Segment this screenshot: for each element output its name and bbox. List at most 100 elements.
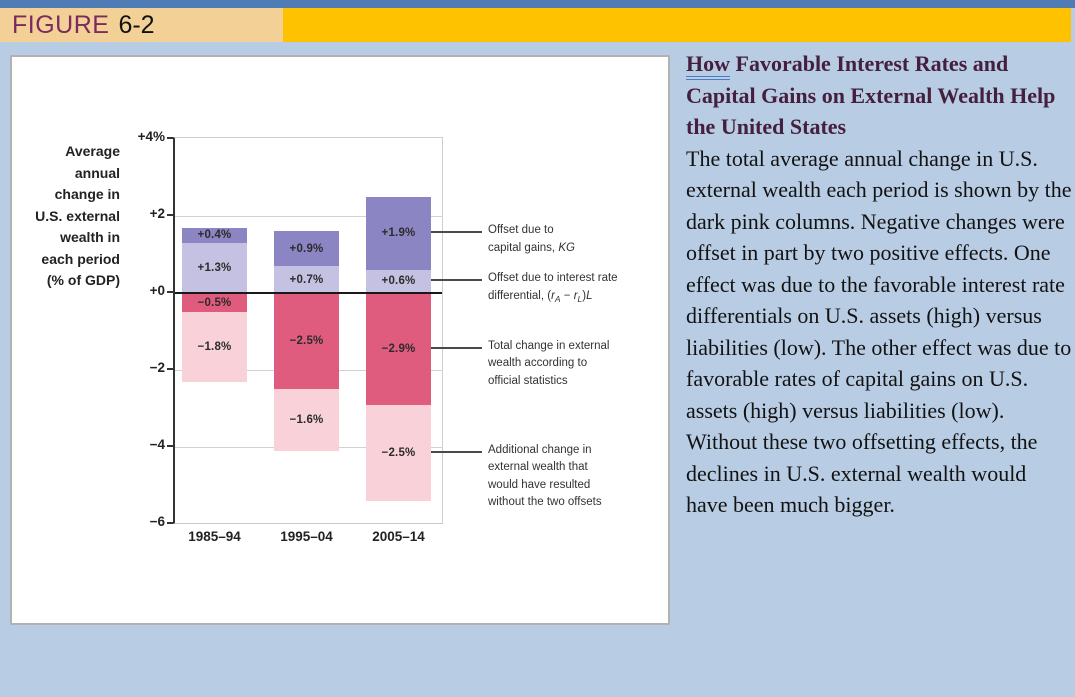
bar-segment-interest_diff: +0.7%: [274, 266, 339, 293]
annotation-text-run: −: [560, 289, 574, 302]
y-axis-title: Average annual change in U.S. external wealt…: [14, 141, 120, 292]
y-tick-label: −4: [149, 437, 165, 452]
bar-segment-capital_gains: +0.4%: [182, 227, 247, 243]
annotation-text: Offset due to capital gains, KG: [488, 222, 683, 257]
bar-segment-label: +0.4%: [197, 229, 232, 242]
header-gold-bar: [283, 8, 1071, 42]
figure-header-band: FIGURE 6-2: [0, 8, 1075, 42]
annotation-text-run: Additional change in: [488, 443, 592, 456]
x-category-label: 1985–94: [188, 529, 241, 544]
x-category-label: 2005–14: [372, 529, 425, 544]
y-axis-title-line: Average: [65, 143, 120, 159]
bar-segment-additional: −1.8%: [182, 312, 247, 382]
annotation-text-run: capital gains,: [488, 241, 559, 254]
annotation-leader-line: [429, 450, 482, 453]
bar-segment-interest_diff: +0.6%: [366, 269, 431, 293]
x-category-label: 1995–04: [280, 529, 333, 544]
bar-segment-label: +1.3%: [197, 261, 232, 274]
bar-segment-total_change: −2.5%: [274, 293, 339, 390]
bar-segment-label: −2.5%: [289, 335, 324, 348]
bar-segment-label: −1.8%: [197, 340, 232, 353]
bar-segment-additional: −1.6%: [274, 389, 339, 451]
bar-segment-capital_gains: +0.9%: [274, 231, 339, 267]
bar-segment-label: −1.6%: [289, 414, 324, 427]
y-axis-title-line: each period: [41, 250, 120, 267]
figure-number: 6-2: [118, 10, 155, 39]
annotation-text-run: Total change in external: [488, 339, 610, 352]
annotation-text-run: A: [554, 293, 561, 304]
y-axis-title-line: annual: [74, 164, 120, 181]
y-tick-mark: [167, 445, 173, 447]
gridline: [175, 216, 442, 217]
annotation-text-line: official statistics: [488, 373, 683, 391]
annotation-text-line: without the two offsets: [488, 494, 683, 512]
annotation-text-line: capital gains, KG: [488, 240, 683, 258]
y-axis-title-line: U.S. external: [35, 207, 120, 224]
bar-segment-total_change: −2.9%: [366, 293, 431, 405]
bar-segment-label: −2.5%: [381, 446, 416, 459]
annotation-text-run: L: [586, 289, 593, 302]
annotation-text-run: differential, (: [488, 289, 552, 302]
annotation-leader-line: [429, 231, 482, 234]
annotation-text-line: Additional change in: [488, 442, 683, 460]
y-tick-mark: [167, 291, 173, 293]
annotation-text-line: Total change in external: [488, 338, 683, 356]
caption-heading: How Favorable Interest Rates and Capital…: [686, 48, 1072, 143]
annotation-text: Total change in external wealth according…: [488, 338, 683, 391]
chart-panel: Average annual change in U.S. external wealt…: [10, 55, 670, 625]
annotation-text-line: Offset due to interest rate: [488, 270, 683, 288]
caption-heading-underlined-word: How: [686, 51, 730, 80]
bar-segment-additional: −2.5%: [366, 404, 431, 501]
caption-block: How Favorable Interest Rates and Capital…: [686, 48, 1072, 521]
annotation-text-run: without the two offsets: [488, 496, 602, 509]
y-tick-mark: [167, 522, 173, 524]
annotation-text-run: r: [551, 289, 555, 302]
annotation-text-run: ): [582, 289, 587, 302]
annotation-leader-line: [429, 346, 482, 349]
caption-body: The total average annual change in U.S. …: [686, 145, 1072, 518]
annotation-leader-line: [429, 279, 482, 282]
annotation-text-run: would have resulted: [488, 478, 591, 491]
annotation-text-run: wealth according to: [488, 357, 588, 370]
bar-segment-capital_gains: +1.9%: [366, 196, 431, 270]
annotation-text-line: differential, (rA − rL)L: [488, 288, 683, 309]
figure-label-area: FIGURE 6-2: [0, 8, 283, 42]
caption-heading-rest: Favorable Interest Rates and Capital Gai…: [686, 51, 1056, 139]
annotation-text-run: r: [573, 289, 578, 302]
annotation-text-run: official statistics: [488, 374, 568, 387]
top-border-strip: [0, 0, 1075, 8]
annotation-text-run: Offset due to interest rate: [488, 272, 618, 285]
annotation-text-line: Offset due to: [488, 222, 683, 240]
zero-line: [175, 292, 442, 294]
bar-segment-total_change: −0.5%: [182, 293, 247, 313]
bar-segment-label: −0.5%: [197, 296, 232, 309]
figure-label: FIGURE: [12, 10, 110, 39]
bar-segment-interest_diff: +1.3%: [182, 242, 247, 293]
y-tick-label: +4%: [137, 129, 165, 144]
annotation-text-run: external wealth that: [488, 461, 588, 474]
bar-segment-label: +1.9%: [381, 227, 416, 240]
plot-area: +0.4% +1.3% −0.5% −1.8% +0.9% +0.7% −2.5% −1.6%…: [173, 137, 443, 524]
annotation-text-line: wealth according to: [488, 355, 683, 373]
y-tick-label: −2: [149, 360, 165, 375]
y-tick-label: −6: [149, 514, 165, 529]
bar-segment-label: −2.9%: [381, 342, 416, 355]
annotation-text-run: Offset due to: [488, 224, 554, 237]
y-axis-title-line: (% of GDP): [46, 272, 120, 288]
bar-segment-label: +0.6%: [381, 275, 416, 288]
y-tick-label: +2: [149, 206, 165, 221]
y-tick-mark: [167, 368, 173, 370]
bar-segment-label: +0.7%: [289, 273, 324, 286]
y-axis-title-line: wealth in: [60, 229, 120, 245]
y-tick-mark: [167, 137, 173, 139]
annotation-text-line: would have resulted: [488, 477, 683, 495]
annotation-text-run: L: [577, 293, 583, 304]
annotation-text-run: KG: [558, 241, 575, 254]
annotation-text-line: external wealth that: [488, 459, 683, 477]
y-axis-title-line: change in: [54, 186, 120, 202]
y-tick-label: +0: [149, 283, 165, 298]
annotation-text: Offset due to interest rate differential,…: [488, 270, 683, 308]
annotation-text: Additional change in external wealth that…: [488, 442, 683, 512]
bar-segment-label: +0.9%: [289, 242, 324, 255]
y-tick-mark: [167, 214, 173, 216]
